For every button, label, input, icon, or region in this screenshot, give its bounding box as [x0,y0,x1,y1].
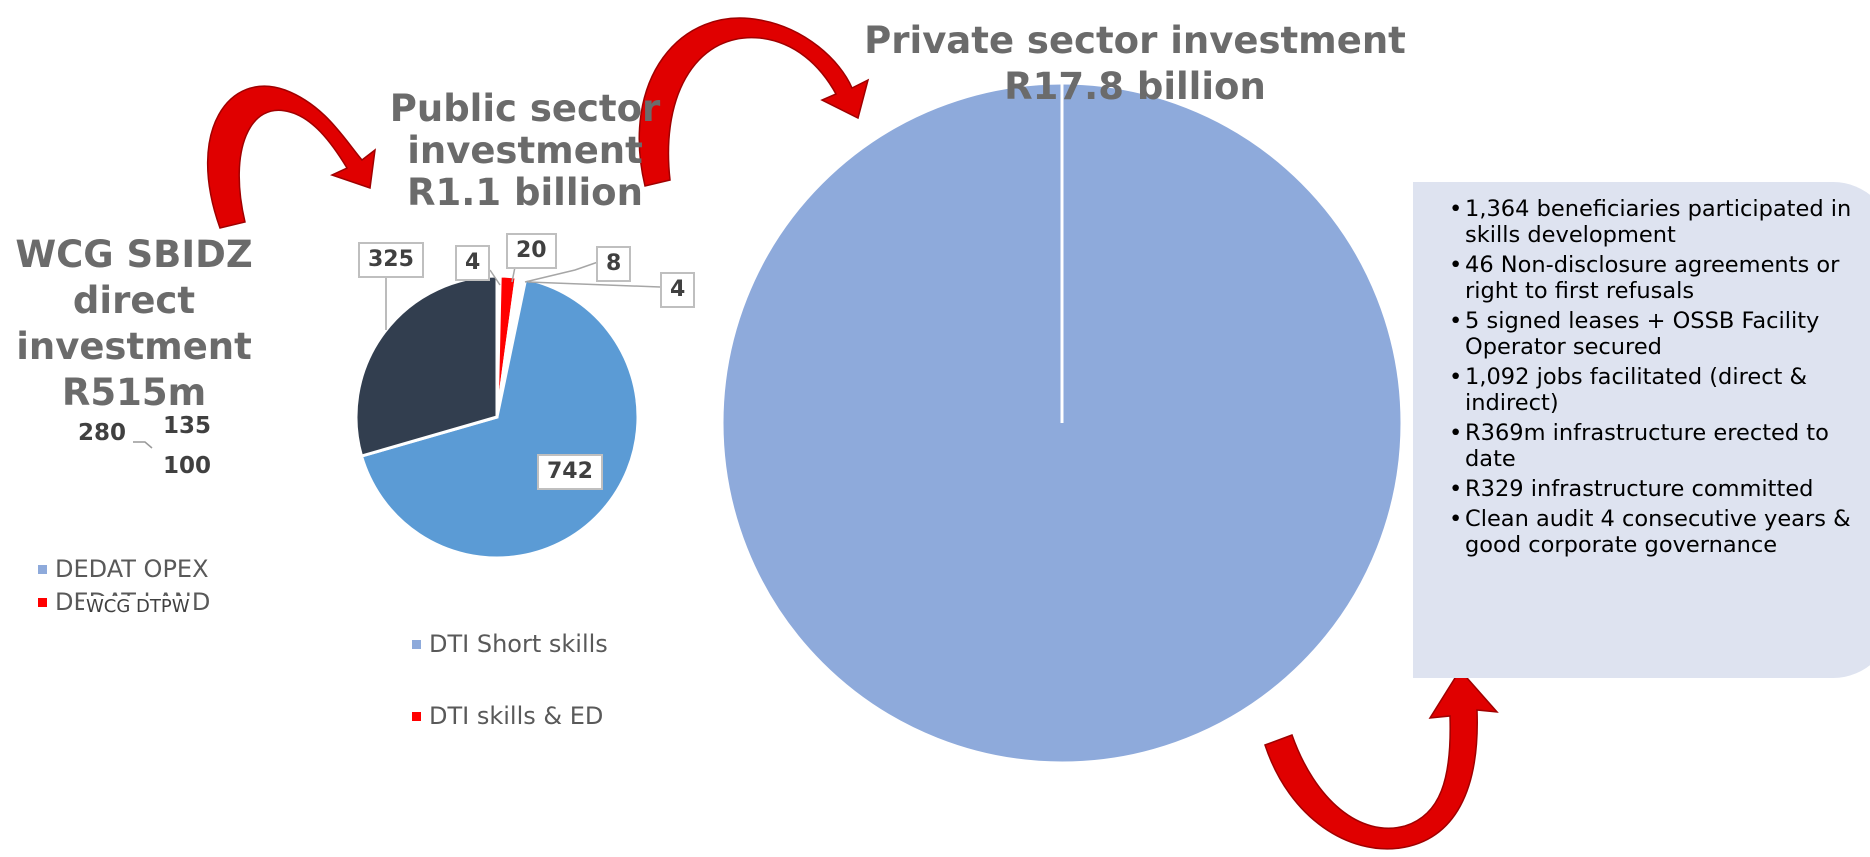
private-chart-title: Private sector investment R17.8 billion [825,18,1445,110]
achievement-item: 1,092 jobs facilitated (direct & indirec… [1449,364,1853,416]
wcg-title-line-1: WCG SBIDZ [15,233,253,276]
legend-swatch [38,564,47,574]
private-title-line-2: R17.8 billion [1004,65,1266,108]
achievement-item: 46 Non-disclosure agreements or right to… [1449,252,1853,304]
public-legend-item: DTI skills & ED [412,702,603,730]
legend-swatch [412,639,421,649]
wcg-legend-label: WCG DTPW [84,596,192,617]
legend-swatch [412,711,421,721]
achievement-item: Clean audit 4 consecutive years & good c… [1449,506,1853,558]
public-chart-title: Public sector investment R1.1 billion [370,88,680,214]
public-legend-label: DTI skills & ED [429,702,604,730]
private-title-line-1: Private sector investment [864,19,1406,62]
legend-swatch [38,597,47,607]
public-title-line-3: R1.1 billion [407,171,643,214]
wcg-value-label: 280 [78,420,127,446]
pie-data-label: 325 [358,242,424,278]
public-legend-item: DTI Short skills [412,630,608,658]
leader-line [489,269,501,286]
pie-data-label: 4 [660,272,696,308]
wcg-title-line-3: investment [16,325,252,368]
wcg-chart-title: WCG SBIDZ direct investment R515m [0,232,268,416]
curved-arrow-2 [638,17,870,187]
leader-line [524,261,599,283]
wcg-title-line-2: direct [72,279,196,322]
achievement-item: 5 signed leases + OSSB Facility Operator… [1449,308,1853,360]
achievements-list: 1,364 beneficiaries participated in skil… [1449,196,1853,558]
wcg-value-label: 135 [163,413,212,439]
curved-arrow-1 [206,85,376,229]
pie-data-label: 8 [596,246,632,282]
callout-leader-lines [385,261,661,330]
leader-line [527,281,661,288]
private-sector-pie [720,81,1404,765]
wcg-legend-label: DEDAT OPEX [55,555,209,583]
achievement-item: 1,364 beneficiaries participated in skil… [1449,196,1853,248]
pie-data-label: 4 [455,245,491,281]
achievement-item: R369m infrastructure erected to date [1449,420,1853,472]
pie-data-label: 742 [537,454,603,490]
wcg-title-line-4: R515m [61,371,207,414]
achievement-item: R329 infrastructure committed [1449,476,1853,502]
public-legend-label: DTI Short skills [429,630,608,658]
achievements-box: 1,364 beneficiaries participated in skil… [1413,182,1870,678]
public-title-line-1: Public sector [389,87,661,130]
pie-data-label: 20 [506,233,557,269]
curved-arrow-3 [1264,668,1499,850]
wcg-value-label: 100 [163,453,212,479]
wcg-legend-item: DEDAT OPEX [38,555,209,583]
public-sector-pie [354,274,640,560]
public-title-line-2: investment [407,129,643,172]
